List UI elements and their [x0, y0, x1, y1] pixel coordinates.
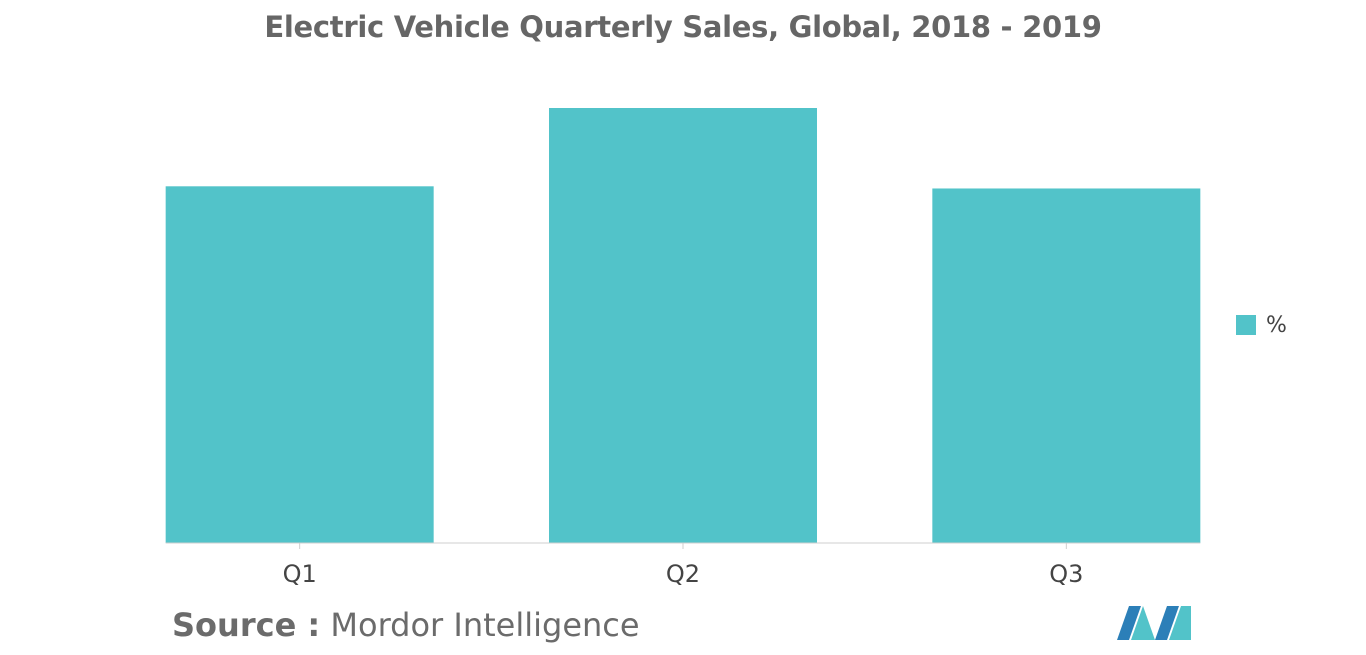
legend-label: % — [1266, 312, 1287, 338]
bar-q3 — [932, 188, 1201, 543]
x-tick-label-q2: Q2 — [666, 560, 700, 588]
x-tick-label-q3: Q3 — [1049, 560, 1083, 588]
bar-q2 — [549, 108, 817, 543]
legend: % — [1236, 312, 1287, 338]
chart-title: Electric Vehicle Quarterly Sales, Global… — [264, 10, 1102, 44]
source-label: Source : — [172, 606, 321, 644]
source-value: Mordor Intelligence — [330, 606, 640, 644]
bar-q1 — [165, 186, 434, 544]
source-note: Source : Mordor Intelligence — [172, 606, 640, 644]
legend-swatch — [1236, 315, 1256, 335]
mordor-intelligence-logo-icon — [1117, 606, 1191, 640]
x-tick-label-q1: Q1 — [283, 560, 317, 588]
x-ticks-group — [299, 543, 1067, 549]
x-tick-labels-group: Q1 Q2 Q3 — [283, 560, 1084, 588]
bars-group — [165, 108, 1201, 544]
